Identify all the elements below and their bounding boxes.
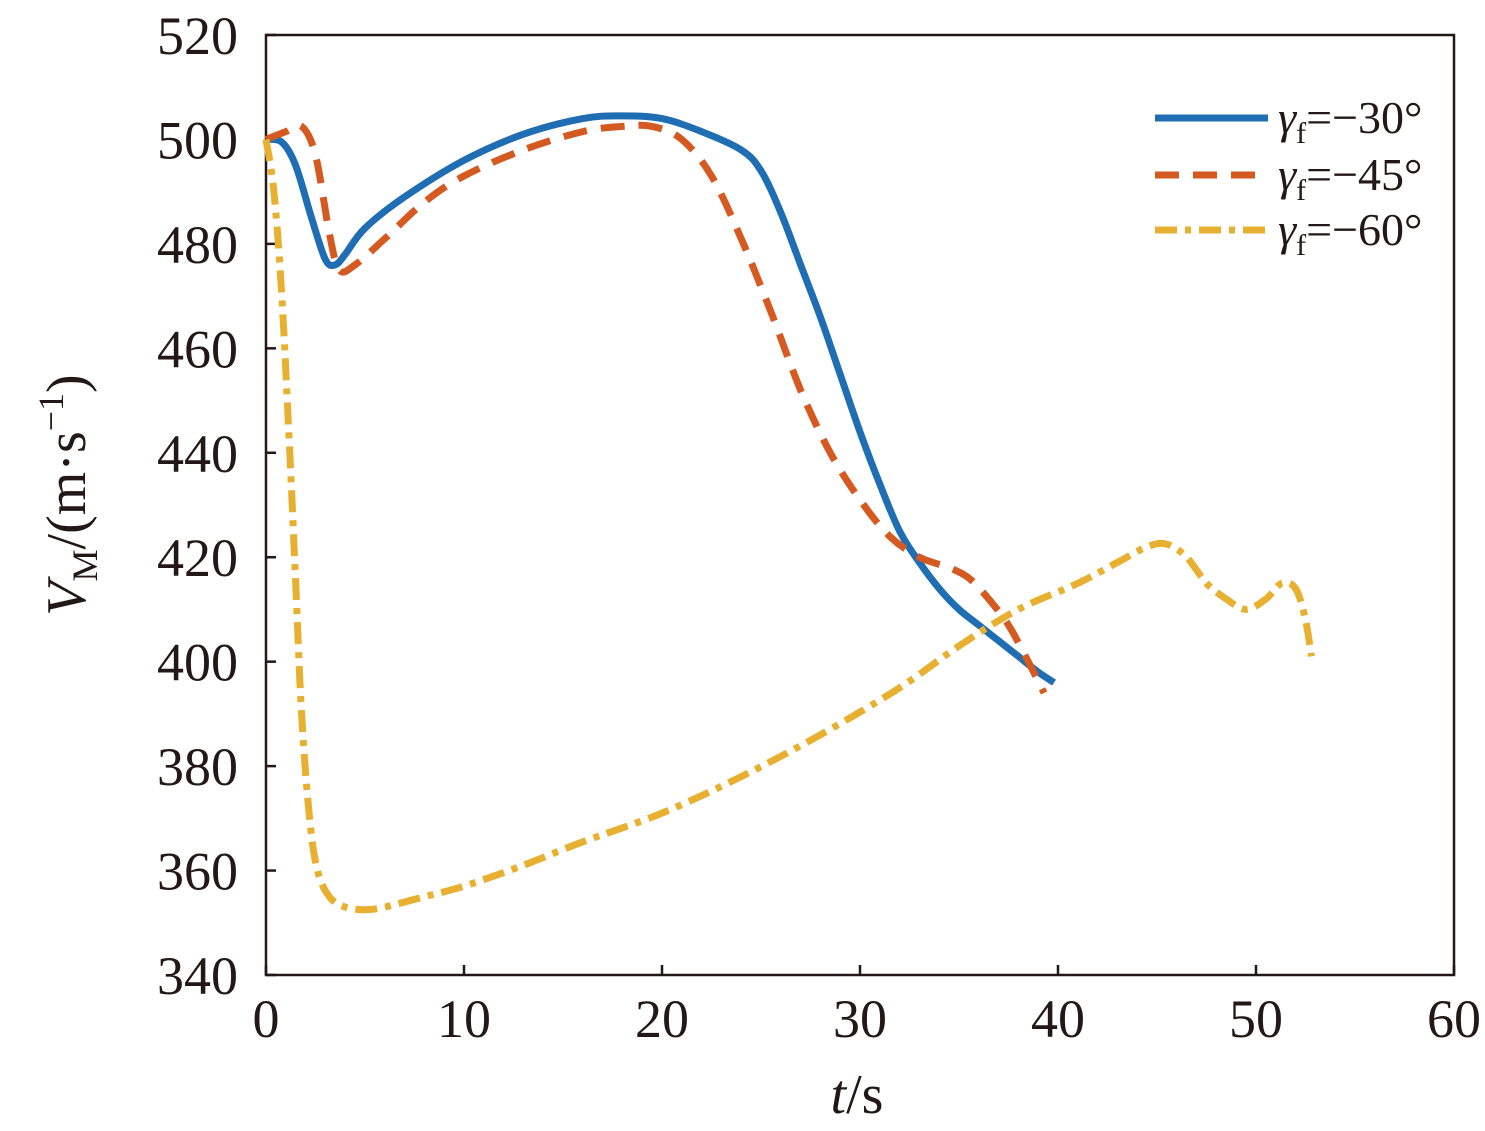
- y-axis-ticks: 340 360 380 400 420 440 460 480 500 520: [157, 6, 276, 1006]
- legend: γf=−30° γf=−45° γf=−60°: [1155, 92, 1422, 262]
- series-layer: [262, 112, 1315, 914]
- x-tick-label: 0: [253, 989, 280, 1049]
- x-tick-label: 10: [437, 989, 491, 1049]
- x-tick-label: 40: [1031, 989, 1085, 1049]
- y-tick-label: 380: [157, 737, 238, 797]
- plot-frame: [264, 33, 1456, 977]
- x-tick-label: 30: [833, 989, 887, 1049]
- y-tick-label: 420: [157, 528, 238, 588]
- y-tick-label: 460: [157, 319, 238, 379]
- y-axis-label: VM/(m·s−1): [31, 374, 105, 615]
- y-tick-label: 500: [157, 110, 238, 170]
- legend-label-series-2: γf=−45°: [1278, 149, 1422, 207]
- x-axis-ticks: 0 10 20 30 40 50 60: [253, 965, 1481, 1049]
- x-tick-label: 60: [1427, 989, 1481, 1049]
- legend-label-series-1: γf=−30°: [1278, 92, 1422, 150]
- series-line-2: [264, 121, 1048, 695]
- series-line-3: [262, 138, 1315, 914]
- x-axis-label: t/s: [831, 1064, 884, 1126]
- y-tick-label: 400: [157, 633, 238, 693]
- y-tick-label: 340: [157, 946, 238, 1006]
- legend-label-series-3: γf=−60°: [1278, 204, 1422, 262]
- y-tick-label: 480: [157, 215, 238, 275]
- x-tick-label: 50: [1229, 989, 1283, 1049]
- series-line-1: [265, 112, 1056, 686]
- y-tick-label: 440: [157, 424, 238, 484]
- y-tick-label: 520: [157, 6, 238, 66]
- x-tick-label: 20: [635, 989, 689, 1049]
- y-tick-label: 360: [157, 842, 238, 902]
